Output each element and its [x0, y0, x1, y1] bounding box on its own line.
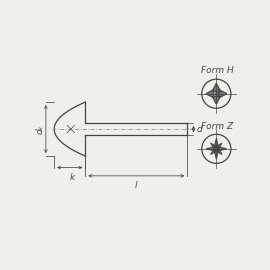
Polygon shape	[206, 147, 215, 151]
Polygon shape	[212, 96, 220, 104]
Polygon shape	[217, 143, 222, 148]
Polygon shape	[219, 90, 227, 98]
Text: Form Z: Form Z	[201, 122, 233, 130]
Text: dₖ: dₖ	[35, 124, 44, 134]
Polygon shape	[211, 143, 216, 148]
Polygon shape	[206, 90, 214, 98]
Polygon shape	[214, 139, 218, 147]
Polygon shape	[212, 83, 220, 91]
Text: Form H: Form H	[201, 66, 234, 75]
Polygon shape	[215, 147, 218, 150]
Polygon shape	[211, 149, 216, 154]
Polygon shape	[215, 92, 218, 96]
Polygon shape	[214, 151, 218, 159]
Text: k: k	[69, 173, 75, 182]
Polygon shape	[218, 147, 227, 151]
Polygon shape	[217, 149, 222, 154]
Text: l: l	[135, 181, 137, 190]
Text: d: d	[197, 124, 203, 134]
